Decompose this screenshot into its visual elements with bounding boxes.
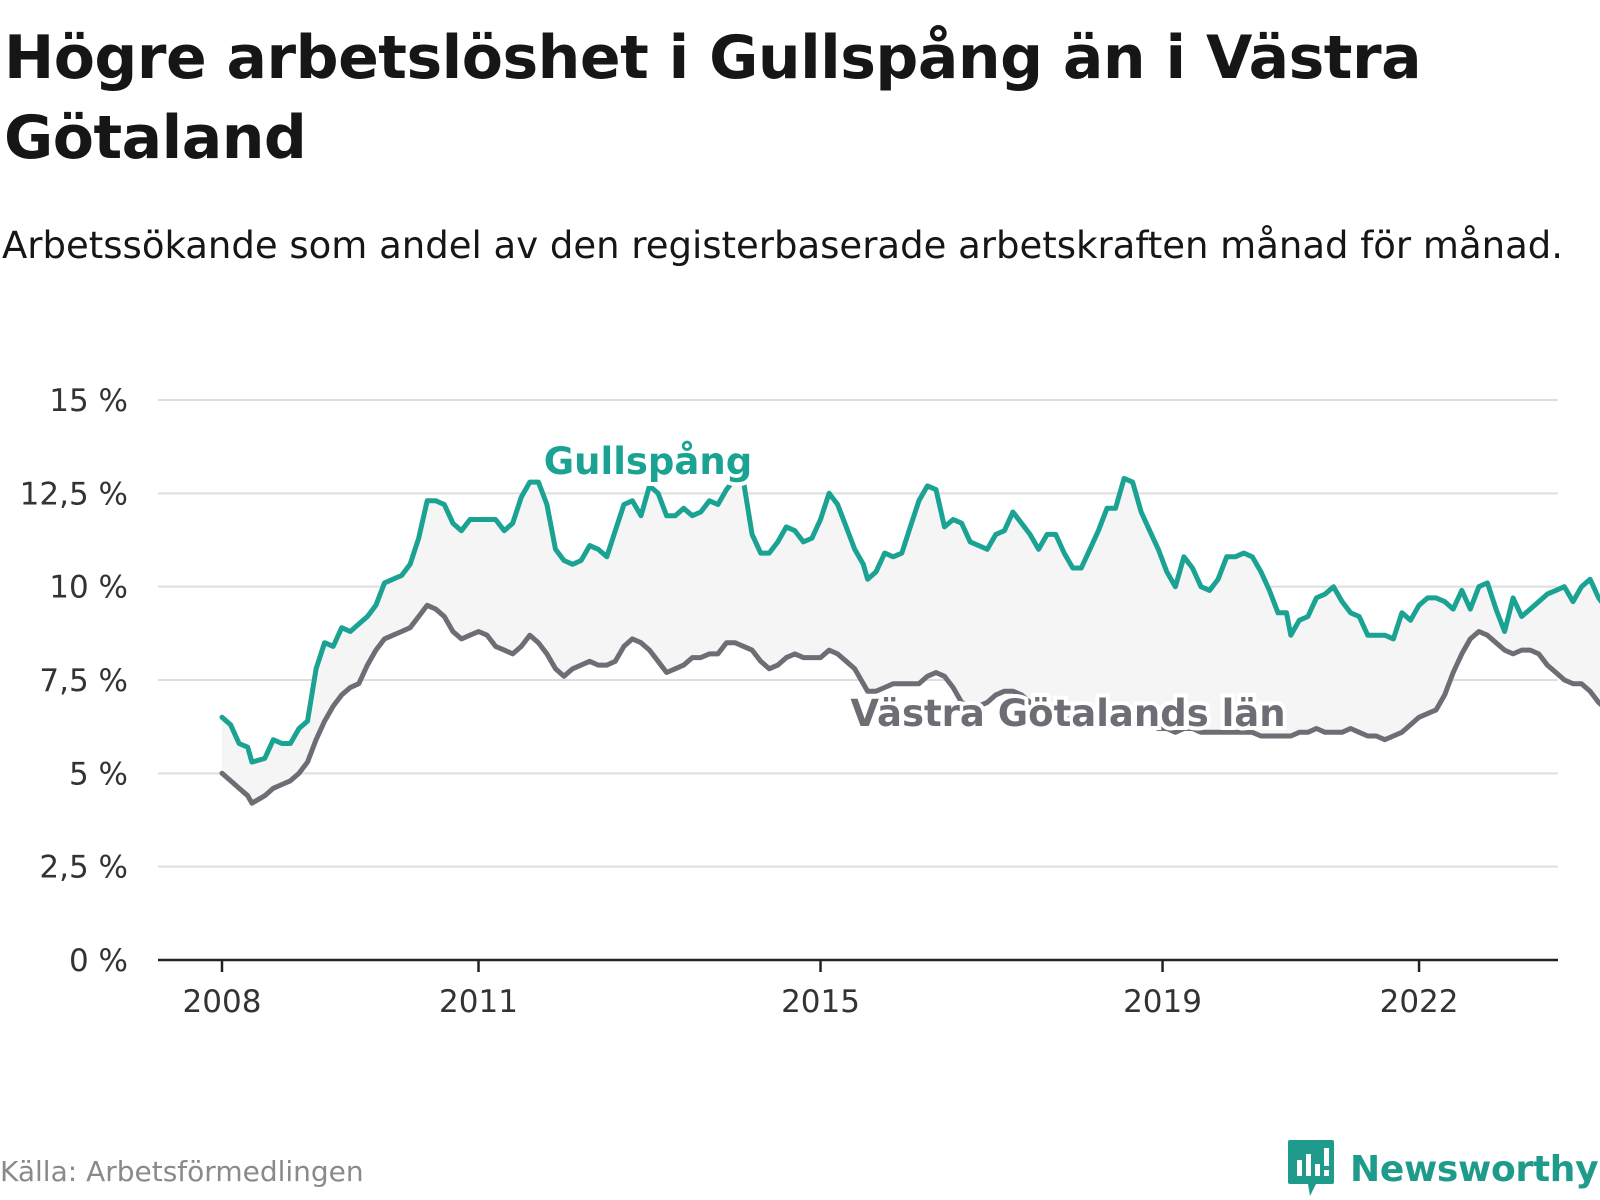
series-lines [219,475,1600,806]
chart-title: Högre arbetslöshet i Gullspång än i Väst… [4,23,1422,173]
series-line-vastra-gotaland [219,602,1600,806]
series-labels: Gullspång Västra Götalands län [540,436,1290,739]
x-tick-label: 2015 [781,984,860,1020]
newsworthy-logo[interactable]: Newsworthy [1286,1138,1599,1200]
y-tick-label: 2,5 % [39,850,128,886]
x-tick-label: 2022 [1380,984,1459,1020]
chart-subtitle: Arbetssökande som andel av den registerb… [2,224,1563,267]
y-tick-label: 12,5 % [20,476,128,512]
y-tick-label: 15 % [49,383,128,419]
x-tick-label: 2011 [439,984,518,1020]
brand-name: Newsworthy [1350,1148,1599,1190]
series-label-gullspang: Gullspång [544,440,752,483]
y-axis-labels: 0 % 2,5 % 5 % 7,5 % 10 % 12,5 % 15 % [20,383,128,979]
y-tick-label: 5 % [69,756,128,792]
source-note: Källa: Arbetsförmedlingen [0,1155,364,1188]
series-label-vastra-gotaland: Västra Götalands län [850,692,1285,735]
x-tick-label: 2019 [1123,984,1202,1020]
x-tick-label: 2008 [183,984,262,1020]
x-axis-ticks: 2008 2011 2015 2019 2022 [183,960,1459,1020]
gap-band [222,478,1600,804]
series-line-gullspang [219,475,1600,765]
newsworthy-logo-icon [1288,1140,1334,1196]
y-tick-label: 0 % [69,943,128,979]
y-tick-label: 7,5 % [39,663,128,699]
y-tick-label: 10 % [49,570,128,606]
